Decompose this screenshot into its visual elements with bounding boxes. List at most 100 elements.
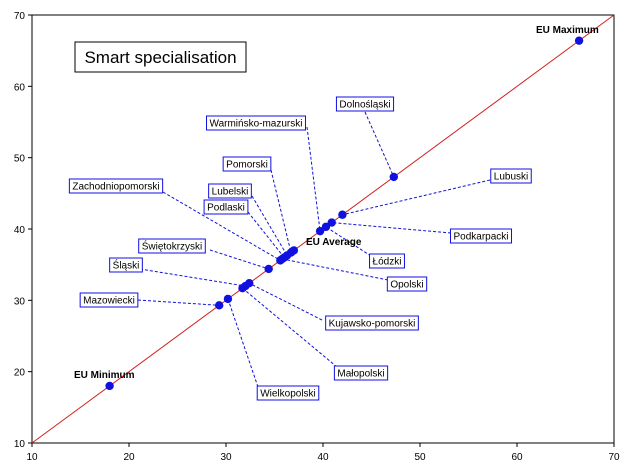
label-box — [449, 228, 513, 244]
x-axis: 10 20 30 40 50 60 70 — [26, 443, 620, 463]
label-text: Zachodniopomorski — [72, 182, 159, 193]
point-label: Podlaski — [203, 199, 249, 215]
y-tick-label: 30 — [14, 296, 26, 307]
y-tick-label: 40 — [14, 225, 26, 236]
leader-line — [249, 282, 323, 321]
label-text: Dolnośląski — [339, 100, 390, 111]
data-point — [389, 172, 399, 182]
leader-lines — [137, 111, 491, 388]
annotation-label: EU Average — [306, 237, 362, 248]
leader-line — [364, 111, 395, 178]
leader-line — [251, 195, 288, 256]
x-tick-label: 30 — [220, 452, 232, 463]
data-point — [238, 284, 247, 293]
data-point — [327, 218, 336, 227]
y-tick-label: 50 — [14, 154, 26, 165]
point-label: Wielkopolski — [256, 385, 320, 401]
point-label: Podkarpacki — [449, 228, 513, 244]
label-text: Wielkopolski — [260, 389, 316, 400]
data-point — [245, 279, 254, 288]
chart-title-box: Smart specialisation — [74, 41, 247, 73]
label-text: Małopolski — [337, 369, 384, 380]
y-tick-label: 10 — [14, 439, 26, 450]
label-box — [333, 365, 389, 381]
leader-line — [209, 249, 269, 270]
data-point — [278, 254, 287, 264]
label-box — [208, 183, 252, 199]
leader-line — [270, 169, 292, 253]
data-point — [264, 264, 273, 274]
label-text: Opolski — [390, 280, 423, 291]
label-box — [490, 168, 532, 184]
data-points — [105, 36, 584, 391]
label-text: Lubuski — [494, 172, 528, 183]
label-box — [335, 96, 395, 112]
point-label: Lubelski — [208, 183, 252, 199]
leader-line — [325, 226, 372, 257]
data-point — [215, 301, 224, 310]
point-label: Zachodniopomorski — [68, 178, 164, 194]
label-box — [256, 385, 320, 401]
x-tick-label: 40 — [317, 452, 329, 463]
point-label: Warmińsko-mazurski — [206, 115, 306, 131]
label-box — [325, 315, 419, 331]
point-label: Opolski — [386, 276, 428, 292]
data-point — [338, 210, 347, 219]
data-point — [223, 294, 233, 304]
label-text: Pomorski — [226, 160, 268, 171]
data-point — [574, 36, 584, 45]
point-label: Świętokrzyski — [138, 238, 206, 254]
label-box — [68, 178, 164, 194]
leader-line — [139, 268, 246, 287]
label-text: Śląski — [113, 259, 140, 272]
annotation-label: EU Minimum — [74, 370, 135, 381]
point-label: Lubuski — [490, 168, 532, 184]
leader-line — [342, 179, 491, 216]
label-text: Podkarpacki — [453, 232, 508, 243]
label-text: Warmińsko-mazurski — [210, 119, 303, 130]
leader-line — [282, 258, 389, 281]
leader-line — [242, 287, 338, 368]
y-tick-label: 20 — [14, 368, 26, 379]
label-text: Świętokrzyski — [142, 240, 203, 253]
x-tick-label: 10 — [26, 452, 38, 463]
data-point — [315, 226, 325, 236]
label-text: Kujawsko-pomorski — [329, 319, 416, 330]
label-box — [222, 156, 272, 172]
label-box — [386, 276, 428, 292]
label-text: Lubelski — [212, 187, 249, 198]
x-tick-label: 50 — [414, 452, 426, 463]
label-text: Podlaski — [207, 203, 245, 214]
label-box — [203, 199, 249, 215]
x-tick-label: 20 — [123, 452, 135, 463]
y-tick-label: 60 — [14, 82, 26, 93]
point-labels: EU Maximum EU Minimum EU Average Dolnośląsk… — [68, 25, 599, 401]
label-text: Mazowiecki — [83, 296, 135, 307]
label-box — [369, 253, 405, 269]
leader-line — [227, 298, 259, 388]
x-tick-label: 70 — [608, 452, 620, 463]
data-point — [321, 222, 331, 232]
point-label: Śląski — [109, 257, 143, 273]
label-text: Łódzki — [373, 257, 402, 268]
annotation-label: EU Maximum — [536, 25, 599, 36]
chart-title: Smart specialisation — [84, 48, 236, 67]
leader-line — [137, 299, 220, 306]
point-label: Pomorski — [222, 156, 272, 172]
label-box — [79, 292, 139, 308]
data-point — [105, 381, 114, 391]
point-label: Małopolski — [333, 365, 389, 381]
point-label: Kujawsko-pomorski — [325, 315, 419, 331]
point-label: Łódzki — [369, 253, 405, 269]
leader-line — [306, 126, 321, 232]
point-label: Dolnośląski — [335, 96, 395, 112]
x-tick-label: 60 — [511, 452, 523, 463]
label-box — [109, 257, 143, 273]
label-box — [206, 115, 306, 131]
y-tick-label: 70 — [14, 11, 26, 22]
label-box — [138, 238, 206, 254]
point-label: Mazowiecki — [79, 292, 139, 308]
y-axis: 10 20 30 40 50 60 70 — [14, 11, 32, 450]
leader-line — [162, 191, 281, 261]
